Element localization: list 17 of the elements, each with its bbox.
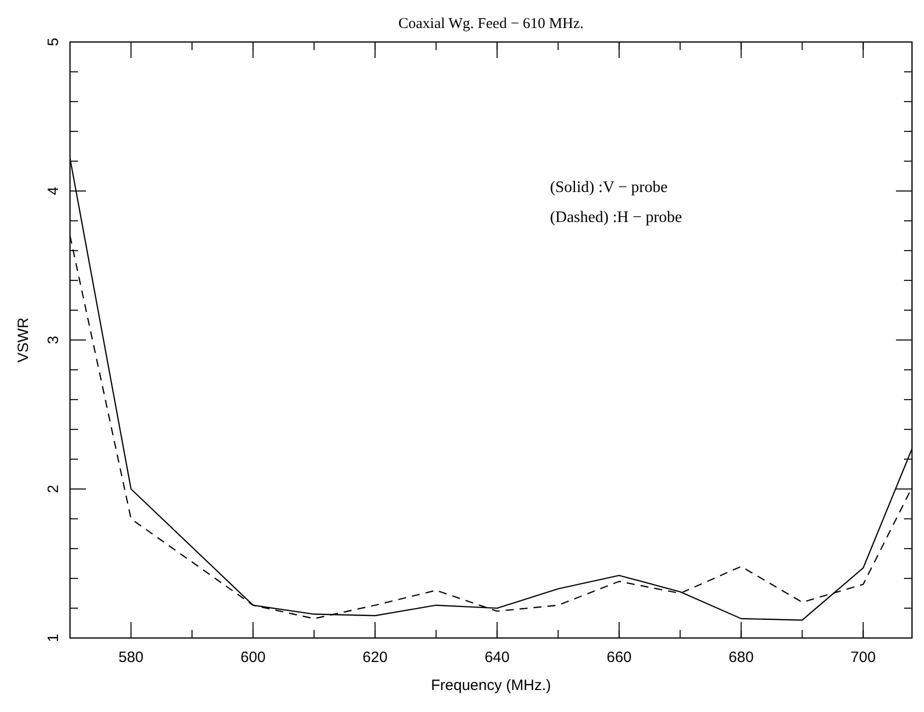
x-tick-label: 580 [118, 649, 144, 666]
x-tick-label: 660 [606, 649, 632, 666]
y-tick-label: 4 [45, 186, 62, 196]
x-tick-label: 640 [484, 649, 510, 666]
y-axis-title: VSWR [15, 317, 32, 362]
chart-title: Coaxial Wg. Feed − 610 MHz. [398, 16, 584, 32]
annotation: (Solid) :V − probe [550, 179, 668, 196]
annotation: (Dashed) :H − probe [550, 209, 682, 226]
y-tick-label: 5 [45, 38, 62, 46]
y-tick-label: 1 [45, 634, 62, 642]
x-tick-label: 600 [240, 649, 266, 666]
x-tick-label: 620 [362, 649, 388, 666]
y-tick-label: 3 [45, 336, 62, 344]
x-tick-label: 680 [728, 649, 754, 666]
x-axis-title: Frequency (MHz.) [430, 677, 552, 694]
y-tick-label: 2 [45, 484, 62, 494]
x-tick-label: 700 [850, 649, 876, 666]
